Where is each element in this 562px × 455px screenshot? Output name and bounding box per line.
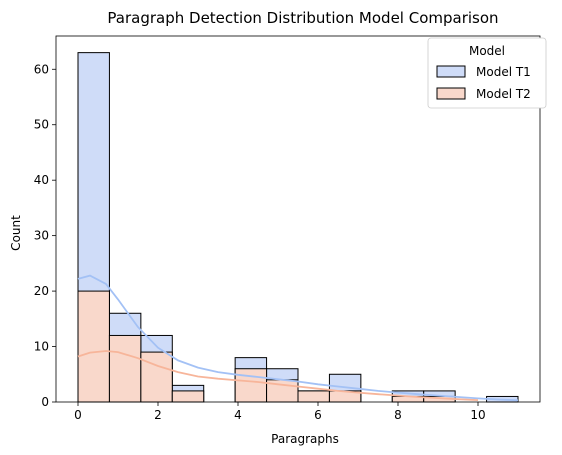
chart-title: Paragraph Detection Distribution Model C… xyxy=(107,9,498,27)
legend-swatch-model-t1 xyxy=(436,65,466,78)
bar-model-t2 xyxy=(140,351,173,403)
y-tick-label: 60 xyxy=(34,62,49,76)
x-tick-label: 2 xyxy=(154,408,162,422)
x-tick-label: 6 xyxy=(314,408,322,422)
x-tick-label: 4 xyxy=(234,408,242,422)
bar-model-t2 xyxy=(234,368,268,403)
y-tick-label: 30 xyxy=(34,229,49,243)
x-axis-label: Paragraphs xyxy=(271,432,339,446)
y-axis-ticks: 0 10 20 30 40 50 60 xyxy=(34,62,56,409)
y-tick-label: 40 xyxy=(34,173,49,187)
legend-swatch-model-t2 xyxy=(436,87,466,100)
legend: Model Model T1 Model T2 xyxy=(427,37,547,109)
y-tick-label: 0 xyxy=(41,395,49,409)
bar-model-t2 xyxy=(108,334,142,403)
bars-model-t2 xyxy=(77,290,456,403)
y-tick-label: 20 xyxy=(34,284,49,298)
bar-model-t2 xyxy=(171,390,205,403)
x-axis-ticks: 0 2 4 6 8 10 xyxy=(74,402,486,422)
legend-label-model-t1: Model T1 xyxy=(476,65,531,79)
x-tick-label: 8 xyxy=(394,408,402,422)
kde-curves xyxy=(77,274,519,402)
plot-area xyxy=(55,35,541,403)
bar-model-t2 xyxy=(77,290,110,403)
legend-label-model-t2: Model T2 xyxy=(476,87,531,101)
x-tick-label: 0 xyxy=(74,408,82,422)
plot-frame xyxy=(55,35,541,403)
kde-line-model-t1 xyxy=(77,274,519,402)
y-axis-label: Count xyxy=(9,215,23,251)
kde-line-model-t2 xyxy=(77,350,479,401)
y-tick-label: 10 xyxy=(34,340,49,354)
legend-title: Model xyxy=(469,44,505,58)
y-tick-label: 50 xyxy=(34,118,49,132)
x-tick-label: 10 xyxy=(470,408,485,422)
bar-model-t2 xyxy=(297,390,330,403)
